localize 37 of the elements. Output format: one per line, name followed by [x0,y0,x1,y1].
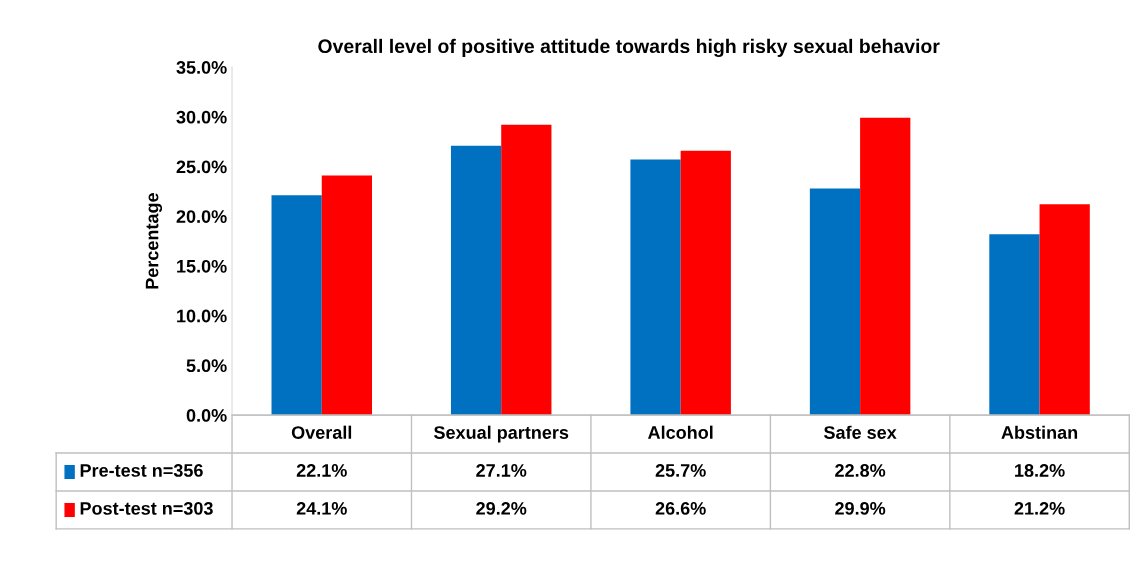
legend-label: Post-test n=303 [80,501,213,515]
data-label: 29.2% [476,501,527,515]
data-label: 18.2% [1015,464,1065,477]
bar [1039,204,1090,416]
bar [321,175,372,416]
x-tick-label: Overall [291,425,352,439]
y-tick-label: 25.0% [176,160,227,174]
data-label: 25.7% [655,464,706,477]
chart-title: Overall level of positive attitude towards high risky sexual behavior [318,38,940,58]
bar [809,188,861,416]
data-label: 24.1% [296,501,347,515]
data-label: 26.6% [655,501,706,515]
legend-label: Pre-test n=356 [80,464,203,477]
y-tick-label: 15.0% [177,259,227,273]
x-tick-label: Safe sex [823,425,897,439]
bar [450,145,502,416]
bar [680,150,731,416]
bar [501,124,552,416]
x-tick-label: Abstinan [1001,425,1078,439]
y-tick-label: 35.0% [176,61,227,74]
bar [989,234,1040,416]
data-label: 29.9% [835,501,886,515]
x-tick-label: Sexual partners [433,425,569,443]
data-label: 22.8% [835,464,886,477]
y-tick-label: 5.0% [186,359,227,373]
y-axis-title: Percentage [145,193,163,289]
data-label: 27.1% [476,464,527,477]
bar [271,195,322,416]
y-tick-label: 0.0% [186,409,227,422]
y-tick-label: 20.0% [176,210,227,223]
y-tick-label: 30.0% [176,110,227,124]
data-label: 21.2% [1014,501,1065,515]
bar [860,117,911,416]
bar [630,159,681,416]
data-label: 22.1% [296,464,347,477]
x-tick-label: Alcohol [648,425,713,439]
y-tick-label: 10.0% [177,309,227,323]
